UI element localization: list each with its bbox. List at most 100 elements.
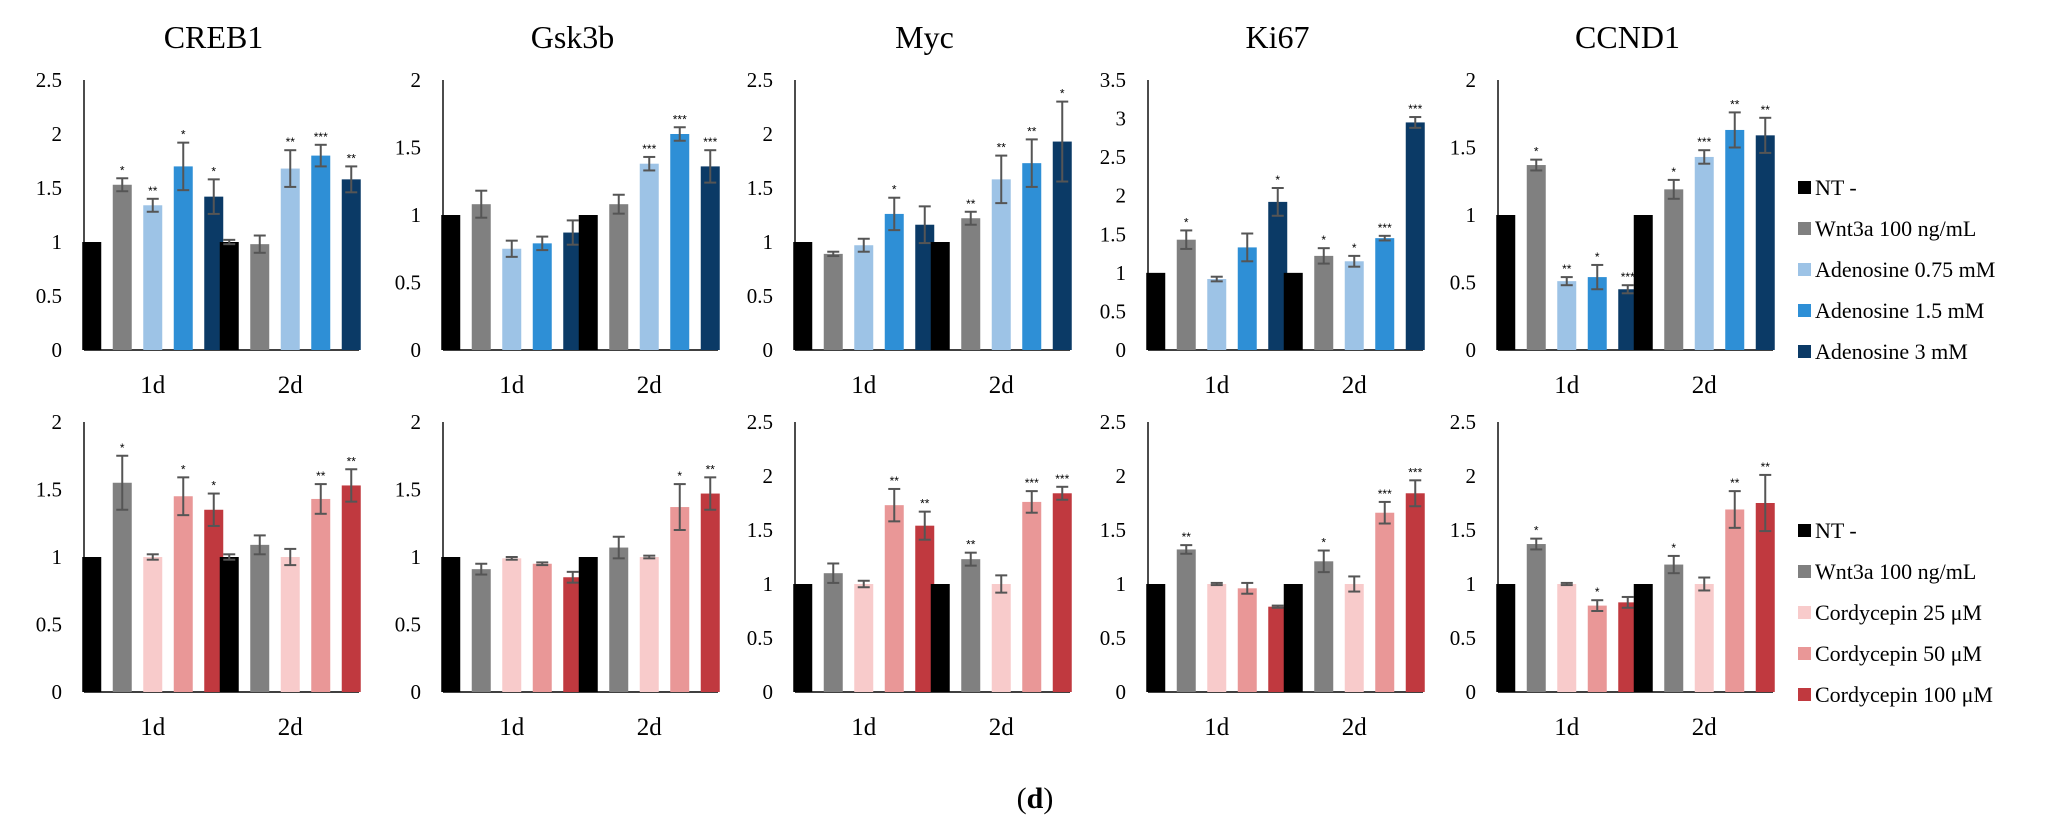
legend-swatch — [1798, 222, 1811, 235]
x-tick-label: 1d — [851, 372, 877, 399]
y-tick-label: 0.5 — [747, 284, 773, 308]
y-tick-label: 0 — [1116, 680, 1127, 704]
significance-label: *** — [1621, 270, 1635, 284]
y-tick-label: 0 — [52, 680, 63, 704]
y-tick-label: 3 — [1116, 107, 1127, 131]
bar — [1633, 215, 1653, 350]
significance-label: *** — [1697, 135, 1711, 149]
bar — [1633, 584, 1653, 692]
chart-title: Ki67 — [1246, 19, 1310, 55]
y-tick-label: 2.5 — [1450, 410, 1476, 434]
y-tick-label: 1.5 — [395, 478, 421, 502]
significance-label: * — [1352, 241, 1357, 255]
x-tick-label: 1d — [140, 714, 166, 741]
y-tick-label: 1 — [1466, 572, 1477, 596]
legend-swatch — [1798, 181, 1811, 194]
bar — [1694, 156, 1714, 350]
y-tick-label: 3.5 — [1100, 68, 1126, 92]
y-tick-label: 2.5 — [1100, 410, 1126, 434]
bar — [250, 244, 270, 350]
bar — [280, 557, 300, 692]
y-tick-label: 2.5 — [747, 410, 773, 434]
x-tick-label: 1d — [499, 714, 525, 741]
significance-label: ** — [1730, 97, 1740, 111]
bar — [991, 179, 1011, 350]
significance-label: ** — [1562, 262, 1572, 276]
x-tick-label: 2d — [637, 714, 663, 741]
bar — [219, 557, 239, 692]
significance-label: * — [120, 163, 125, 177]
bar — [1237, 247, 1257, 350]
bar — [1694, 584, 1714, 692]
bar — [502, 248, 522, 350]
y-tick-label: 1.5 — [1450, 136, 1476, 160]
legend-swatch — [1798, 688, 1811, 701]
legend: NT - Wnt3a 100 ng/mL Adenosine 0.75 mM Aden… — [1798, 175, 1995, 364]
chart-panel: 00.511.522.51d**2d******* — [1100, 410, 1425, 741]
bar — [563, 232, 583, 350]
legend-label: Wnt3a 100 ng/mL — [1815, 216, 1976, 241]
bar — [1755, 503, 1775, 692]
significance-label: * — [120, 441, 125, 455]
x-tick-label: 2d — [278, 372, 304, 399]
legend-swatch — [1798, 304, 1811, 317]
bar — [854, 584, 874, 692]
bar — [793, 242, 813, 350]
significance-label: * — [1534, 524, 1539, 538]
legend-label: Adenosine 1.5 mM — [1815, 298, 1984, 323]
significance-label: * — [211, 164, 216, 178]
significance-label: ** — [1761, 103, 1771, 117]
bar — [441, 557, 461, 692]
significance-label: ** — [316, 469, 326, 483]
significance-label: *** — [673, 112, 687, 126]
chart-title: Gsk3b — [531, 19, 615, 55]
significance-label: *** — [1378, 221, 1392, 235]
significance-label: ** — [347, 151, 357, 165]
y-tick-label: 0.5 — [747, 626, 773, 650]
bar — [204, 196, 224, 350]
bar — [1725, 509, 1745, 692]
bar — [1618, 289, 1638, 350]
significance-label: * — [181, 462, 186, 476]
bar — [1022, 501, 1042, 692]
bar — [341, 179, 361, 350]
bar — [1587, 605, 1607, 692]
y-tick-label: 0.5 — [1450, 626, 1476, 650]
bar — [311, 498, 331, 692]
y-tick-label: 1 — [52, 230, 63, 254]
x-tick-label: 2d — [278, 714, 304, 741]
bar — [173, 166, 193, 350]
significance-label: * — [1595, 250, 1600, 264]
y-tick-label: 1.5 — [747, 176, 773, 200]
legend-label: Adenosine 3 mM — [1815, 339, 1968, 364]
bar — [1557, 584, 1577, 692]
bar — [1664, 189, 1684, 350]
x-tick-label: 2d — [989, 714, 1015, 741]
y-tick-label: 1 — [1116, 261, 1127, 285]
y-tick-label: 2.5 — [747, 68, 773, 92]
legend-swatch — [1798, 524, 1811, 537]
bar — [1664, 564, 1684, 692]
bar — [1207, 584, 1227, 692]
significance-label: *** — [703, 135, 717, 149]
y-tick-label: 0 — [1116, 338, 1127, 362]
bar — [441, 215, 461, 350]
significance-label: ** — [347, 454, 357, 468]
bar — [1146, 584, 1166, 692]
x-tick-label: 1d — [851, 714, 877, 741]
y-tick-label: 0 — [763, 338, 774, 362]
bar — [1146, 272, 1166, 350]
y-tick-label: 1 — [1466, 203, 1477, 227]
bar — [609, 204, 629, 350]
bar — [915, 224, 935, 350]
bar — [1314, 255, 1334, 350]
figure-label: (d) — [1017, 782, 1054, 815]
significance-label: * — [1184, 215, 1189, 229]
legend-label: Cordycepin 100 μM — [1815, 682, 1993, 707]
significance-label: *** — [1025, 476, 1039, 490]
bar — [884, 213, 904, 350]
bar — [1052, 493, 1072, 692]
significance-label: ** — [966, 197, 976, 211]
y-tick-label: 2 — [411, 68, 422, 92]
y-tick-label: 2 — [1466, 68, 1477, 92]
